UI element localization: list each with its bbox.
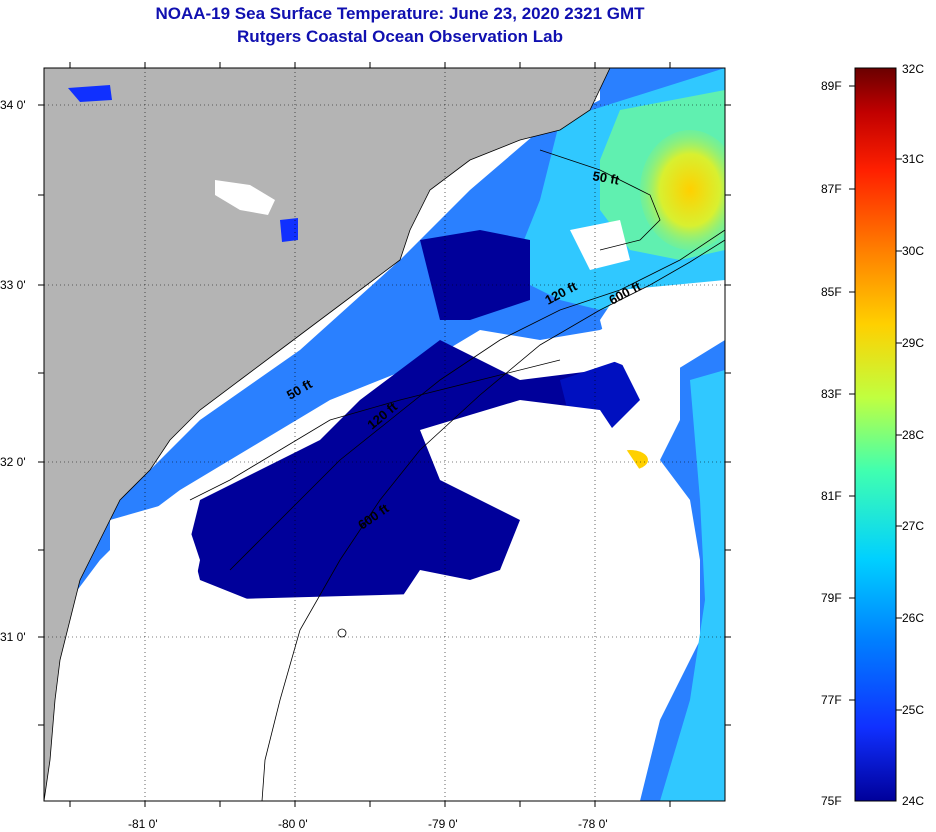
isobath-120ft: [229, 229, 725, 571]
seamount-contour: [337, 628, 347, 638]
colorbar-label-27c: 27C: [902, 519, 924, 533]
cloud-patch-southwest: [110, 500, 200, 620]
colorbar-label-81f: 81F: [821, 489, 842, 503]
graticule: [44, 68, 725, 801]
lon-label-78: -78 0': [578, 817, 608, 831]
land-water-spot: [280, 218, 298, 242]
east-edge-cyan: [660, 370, 725, 801]
colorbar-label-85f: 85F: [821, 285, 842, 299]
colorbar-label-89f: 89F: [821, 79, 842, 93]
axis-ticks: [38, 62, 731, 807]
colorbar: [854, 67, 897, 802]
colorbar-label-32c: 32C: [902, 62, 924, 76]
colorbar-label-87f: 87F: [821, 182, 842, 196]
lon-label-79: -79 0': [428, 817, 458, 831]
map-subtitle: Rutgers Coastal Ocean Observation Lab: [237, 27, 563, 46]
land-clouds: [215, 180, 275, 215]
colorbar-label-77f: 77F: [821, 693, 842, 707]
coastline: [44, 68, 611, 801]
contour-label-50ft-north: 50 ft: [591, 168, 621, 188]
land-area: [44, 68, 610, 801]
lat-label-34: 34 0': [0, 98, 26, 112]
cloud-patch-center: [420, 400, 640, 530]
colorbar-ticks: [849, 85, 902, 711]
lat-label-33: 33 0': [0, 278, 26, 292]
colorbar-label-75f: 75F: [821, 794, 842, 808]
colorbar-label-26c: 26C: [902, 611, 924, 625]
lat-label-31: 31 0': [0, 630, 26, 644]
colorbar-label-28c: 28C: [902, 428, 924, 442]
colorbar-label-83f: 83F: [821, 387, 842, 401]
lat-label-32: 32 0': [0, 455, 26, 469]
lon-label-80: -80 0': [278, 817, 308, 831]
cloud-patch-northeast-2: [600, 280, 725, 380]
isobath-50ft: [189, 149, 661, 501]
lon-label-81: -81 0': [128, 817, 158, 831]
warmest-water: [640, 130, 725, 250]
map-title: NOAA-19 Sea Surface Temperature: June 23…: [155, 4, 645, 23]
colorbar-label-25c: 25C: [902, 703, 924, 717]
colorbar-label-24c: 24C: [902, 794, 924, 808]
colorbar-label-79f: 79F: [821, 591, 842, 605]
isobath-600ft: [261, 239, 725, 801]
colorbar-label-31c: 31C: [902, 152, 924, 166]
cold-patch-north: [420, 230, 530, 320]
cloud-patch-northeast: [570, 220, 630, 270]
colorbar-label-29c: 29C: [902, 336, 924, 350]
map-frame: [43, 67, 726, 802]
land-water-spot-2: [68, 85, 112, 102]
cloud-patch-south: [200, 590, 640, 801]
colorbar-label-30c: 30C: [902, 244, 924, 258]
